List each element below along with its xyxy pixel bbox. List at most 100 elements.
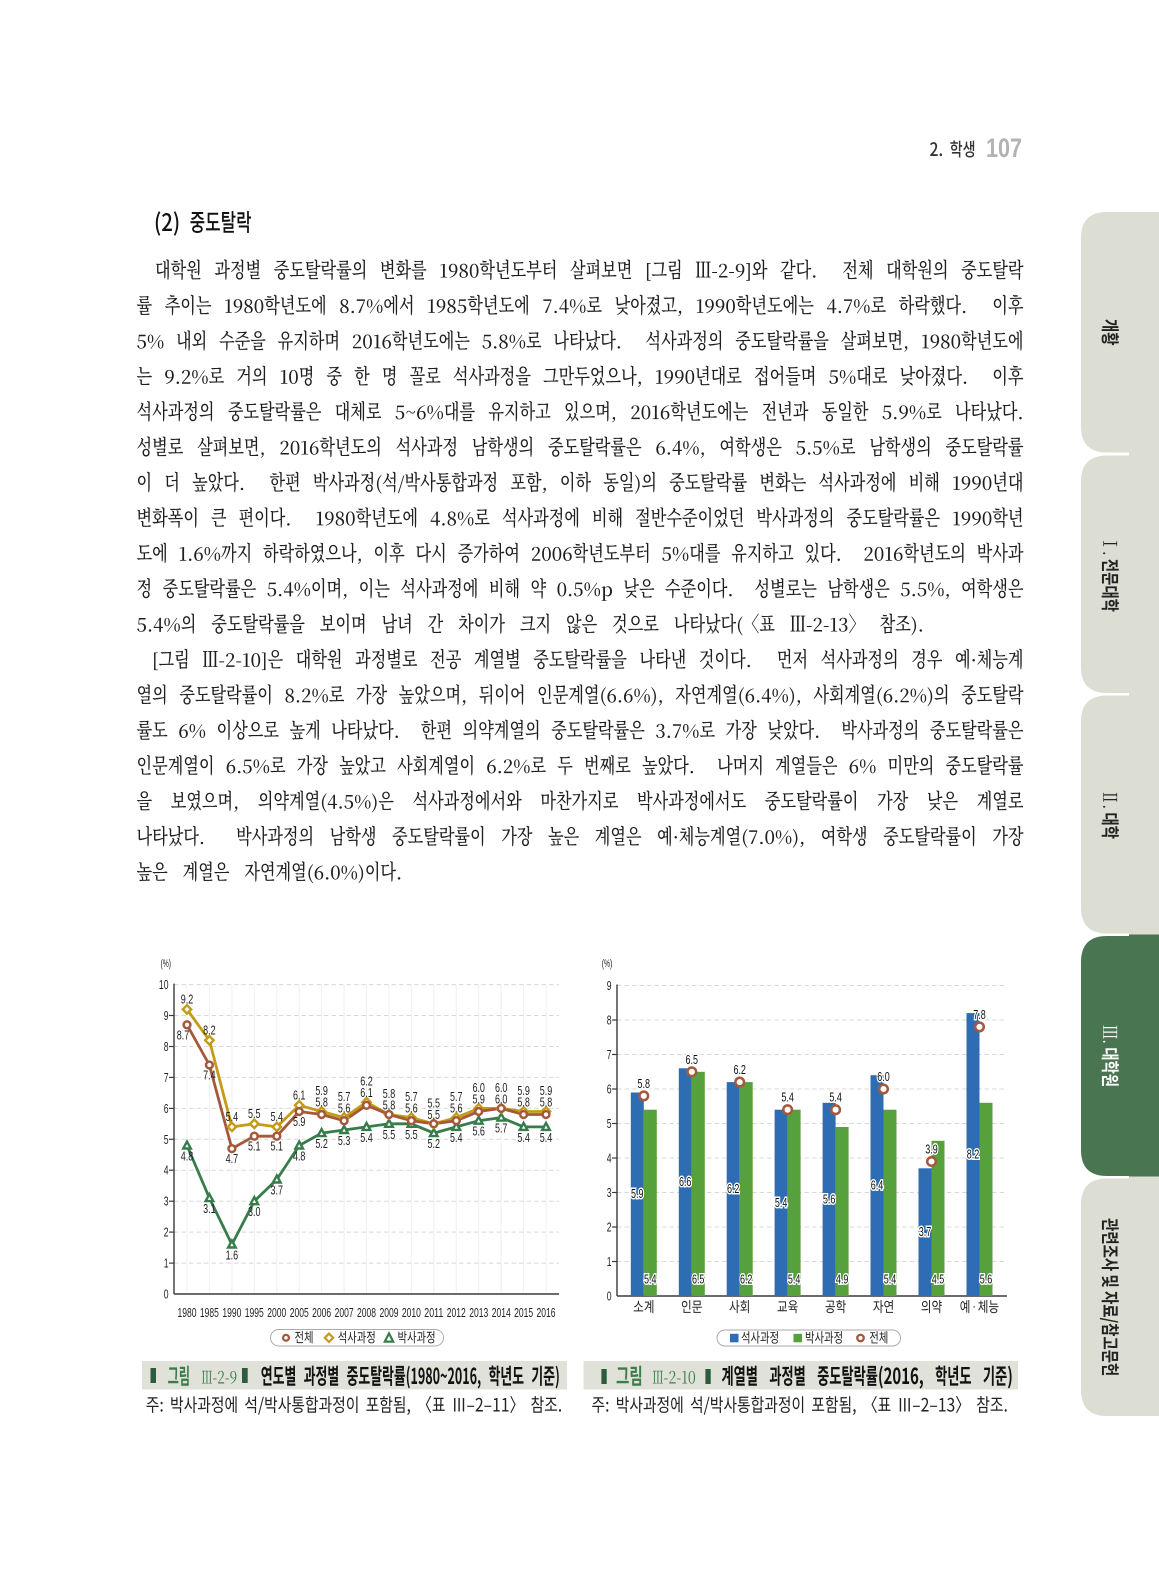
svg-text:5.7: 5.7 bbox=[450, 1090, 463, 1104]
svg-text:5.5: 5.5 bbox=[405, 1128, 418, 1142]
svg-text:5: 5 bbox=[607, 1116, 612, 1131]
svg-text:6.0: 6.0 bbox=[877, 1070, 890, 1084]
svg-text:5.4: 5.4 bbox=[781, 1091, 794, 1105]
svg-text:5.4: 5.4 bbox=[271, 1110, 284, 1124]
svg-text:2008: 2008 bbox=[357, 1305, 376, 1320]
svg-text:3.7: 3.7 bbox=[271, 1184, 284, 1198]
svg-text:6: 6 bbox=[164, 1101, 169, 1116]
svg-text:8.7: 8.7 bbox=[177, 1028, 190, 1042]
svg-text:2014: 2014 bbox=[492, 1305, 511, 1320]
svg-text:2012: 2012 bbox=[447, 1305, 466, 1320]
svg-text:0: 0 bbox=[607, 1289, 612, 1304]
svg-text:2016: 2016 bbox=[537, 1305, 556, 1320]
svg-text:(%): (%) bbox=[161, 958, 172, 970]
svg-text:7.8: 7.8 bbox=[973, 1008, 986, 1022]
svg-text:5: 5 bbox=[164, 1132, 169, 1147]
svg-text:2009: 2009 bbox=[380, 1305, 399, 1320]
svg-text:1: 1 bbox=[164, 1256, 169, 1271]
svg-text:5.5: 5.5 bbox=[428, 1108, 441, 1122]
svg-text:6: 6 bbox=[607, 1082, 612, 1097]
svg-text:8.2: 8.2 bbox=[203, 1023, 216, 1037]
svg-text:6.2: 6.2 bbox=[360, 1075, 373, 1089]
svg-text:4.8: 4.8 bbox=[293, 1150, 306, 1164]
svg-text:1990: 1990 bbox=[222, 1305, 241, 1320]
svg-text:5.4: 5.4 bbox=[226, 1110, 239, 1124]
svg-text:5.6: 5.6 bbox=[980, 1273, 993, 1287]
svg-text:3.7: 3.7 bbox=[919, 1225, 932, 1239]
svg-text:5.6: 5.6 bbox=[405, 1102, 418, 1116]
svg-text:5.2: 5.2 bbox=[315, 1137, 328, 1151]
svg-text:2005: 2005 bbox=[290, 1305, 309, 1320]
svg-text:5.3: 5.3 bbox=[338, 1134, 351, 1148]
svg-text:5.7: 5.7 bbox=[405, 1090, 418, 1104]
svg-text:1980: 1980 bbox=[178, 1305, 197, 1320]
svg-text:8: 8 bbox=[164, 1039, 169, 1054]
svg-text:5.5: 5.5 bbox=[428, 1096, 441, 1110]
svg-text:5.7: 5.7 bbox=[495, 1122, 508, 1136]
svg-text:2006: 2006 bbox=[312, 1305, 331, 1320]
svg-text:6.4: 6.4 bbox=[871, 1179, 884, 1193]
svg-text:9.2: 9.2 bbox=[181, 992, 194, 1006]
svg-text:(%): (%) bbox=[602, 958, 613, 970]
svg-text:6.1: 6.1 bbox=[360, 1086, 373, 1100]
svg-text:5.9: 5.9 bbox=[540, 1084, 553, 1098]
svg-text:5.9: 5.9 bbox=[631, 1187, 644, 1201]
svg-text:5.4: 5.4 bbox=[775, 1196, 788, 1210]
svg-text:5.1: 5.1 bbox=[271, 1140, 284, 1154]
svg-text:107: 107 bbox=[986, 133, 1022, 163]
svg-text:2: 2 bbox=[164, 1225, 169, 1240]
svg-text:6.1: 6.1 bbox=[293, 1088, 306, 1102]
svg-text:5.5: 5.5 bbox=[383, 1128, 396, 1142]
svg-text:5.1: 5.1 bbox=[248, 1140, 261, 1154]
svg-text:0: 0 bbox=[164, 1287, 169, 1302]
svg-text:7: 7 bbox=[607, 1047, 612, 1062]
svg-text:6.2: 6.2 bbox=[740, 1273, 753, 1287]
svg-text:9: 9 bbox=[164, 1008, 169, 1023]
svg-text:2007: 2007 bbox=[335, 1305, 354, 1320]
svg-text:6.5: 6.5 bbox=[692, 1273, 705, 1287]
svg-text:1: 1 bbox=[607, 1254, 612, 1269]
svg-text:3: 3 bbox=[607, 1185, 612, 1200]
svg-text:5.4: 5.4 bbox=[884, 1273, 897, 1287]
svg-text:2015: 2015 bbox=[514, 1305, 533, 1320]
svg-text:1985: 1985 bbox=[200, 1305, 219, 1320]
svg-text:5.4: 5.4 bbox=[360, 1131, 373, 1145]
svg-text:5.7: 5.7 bbox=[338, 1090, 351, 1104]
svg-text:5.6: 5.6 bbox=[823, 1192, 836, 1206]
svg-text:10: 10 bbox=[159, 977, 169, 992]
svg-text:9: 9 bbox=[607, 978, 612, 993]
svg-text:4.8: 4.8 bbox=[181, 1150, 194, 1164]
svg-text:5.8: 5.8 bbox=[383, 1099, 396, 1113]
svg-text:5.4: 5.4 bbox=[829, 1091, 842, 1105]
svg-text:1.6: 1.6 bbox=[226, 1249, 239, 1263]
svg-text:5.4: 5.4 bbox=[540, 1131, 553, 1145]
svg-text:8: 8 bbox=[607, 1013, 612, 1028]
svg-text:4: 4 bbox=[164, 1163, 169, 1178]
svg-text:6.6: 6.6 bbox=[679, 1175, 692, 1189]
svg-text:4.9: 4.9 bbox=[836, 1273, 849, 1287]
svg-text:8.2: 8.2 bbox=[967, 1148, 980, 1162]
svg-text:5.8: 5.8 bbox=[383, 1087, 396, 1101]
svg-text:6.0: 6.0 bbox=[472, 1081, 485, 1095]
svg-text:3.9: 3.9 bbox=[925, 1143, 938, 1157]
svg-text:5.9: 5.9 bbox=[472, 1092, 485, 1106]
svg-text:5.5: 5.5 bbox=[248, 1107, 261, 1121]
svg-text:2000: 2000 bbox=[267, 1305, 286, 1320]
svg-text:5.9: 5.9 bbox=[293, 1115, 306, 1129]
svg-text:6.2: 6.2 bbox=[733, 1063, 746, 1077]
svg-text:5.4: 5.4 bbox=[644, 1273, 657, 1287]
svg-text:5.6: 5.6 bbox=[338, 1102, 351, 1116]
svg-text:5.4: 5.4 bbox=[517, 1131, 530, 1145]
svg-text:3.1: 3.1 bbox=[203, 1202, 216, 1216]
svg-text:5.4: 5.4 bbox=[450, 1131, 463, 1145]
svg-text:3.0: 3.0 bbox=[248, 1205, 261, 1219]
svg-text:4.5: 4.5 bbox=[932, 1273, 945, 1287]
svg-text:5.6: 5.6 bbox=[450, 1102, 463, 1116]
svg-text:7.4: 7.4 bbox=[203, 1069, 216, 1083]
svg-text:5.8: 5.8 bbox=[517, 1096, 530, 1110]
svg-text:6.0: 6.0 bbox=[495, 1081, 508, 1095]
svg-text:5.9: 5.9 bbox=[315, 1084, 328, 1098]
svg-text:5.9: 5.9 bbox=[517, 1084, 530, 1098]
svg-text:3: 3 bbox=[164, 1194, 169, 1209]
svg-text:4: 4 bbox=[607, 1151, 612, 1166]
